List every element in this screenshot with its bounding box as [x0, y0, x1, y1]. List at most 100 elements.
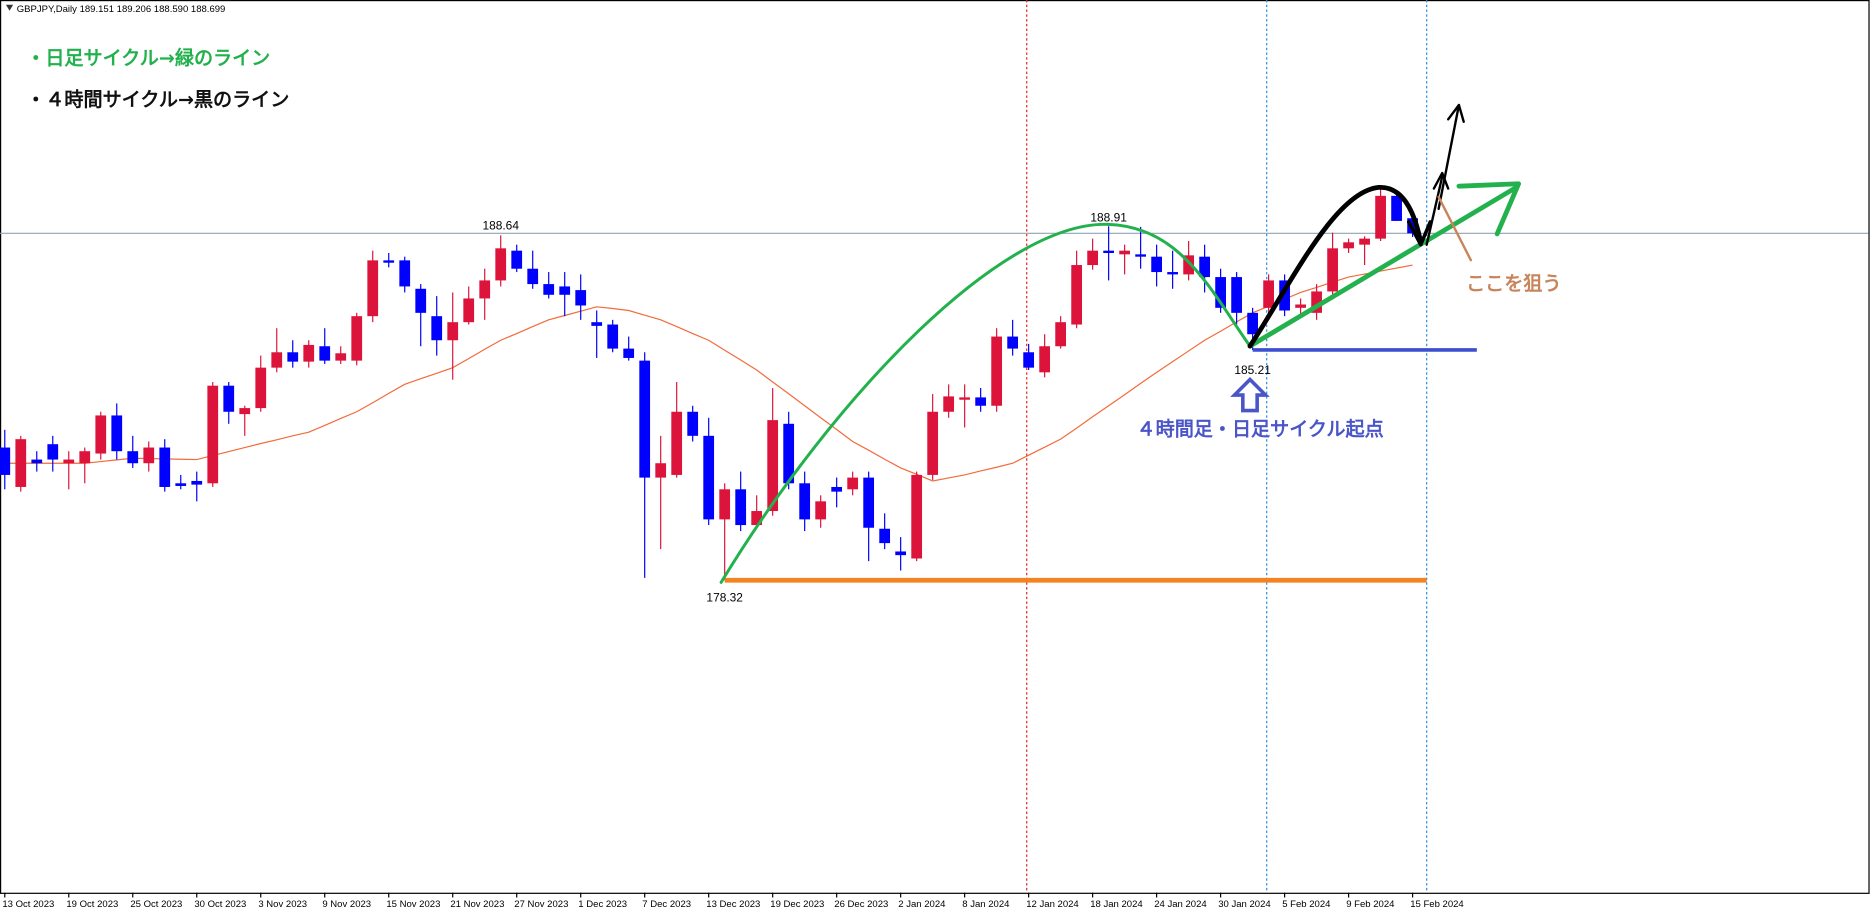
candle-body — [1199, 256, 1210, 278]
candle-body — [1391, 195, 1402, 221]
candle-body — [239, 408, 251, 415]
candle-body — [1215, 277, 1226, 308]
candle-body — [1007, 336, 1019, 349]
x-tick-label: 21 Nov 2023 — [450, 899, 504, 910]
x-tick-label: 27 Nov 2023 — [514, 899, 568, 910]
x-tick-label: 15 Nov 2023 — [386, 899, 440, 910]
x-tick-label: 3 Nov 2023 — [258, 899, 307, 910]
candle-body — [927, 411, 939, 475]
x-tick-label: 12 Jan 2024 — [1026, 899, 1079, 910]
annotation: ・日足サイクル→緑のライン — [26, 46, 270, 69]
x-tick-label: 25 Oct 2023 — [130, 899, 182, 910]
candle-body — [1039, 346, 1051, 373]
candle-body — [287, 352, 299, 362]
x-tick-label: 19 Dec 2023 — [770, 899, 824, 910]
candle-body — [591, 322, 603, 326]
h4-cycle-curve — [1247, 184, 1424, 349]
candle-body — [127, 451, 139, 464]
candle-body — [783, 423, 795, 484]
candle-body — [1055, 322, 1067, 347]
up-arrow-icon — [1230, 376, 1270, 413]
annotation: ・４時間サイクル→黒のライン — [26, 88, 289, 111]
x-tick-label: 9 Nov 2023 — [322, 899, 371, 910]
candle-body — [0, 447, 11, 475]
candle-body — [159, 447, 171, 487]
x-tick-label: 15 Feb 2024 — [1410, 899, 1464, 910]
candle-body — [1151, 256, 1163, 273]
candle-body — [1263, 280, 1274, 308]
candle-body — [1087, 250, 1099, 266]
x-tick-label: 24 Jan 2024 — [1154, 899, 1207, 910]
candle-body — [1327, 248, 1338, 292]
candle-body — [735, 489, 747, 526]
annotation: ここを狙う — [1466, 272, 1561, 295]
candle-body — [63, 459, 75, 464]
candle-body — [143, 447, 155, 464]
x-tick-label: 9 Feb 2024 — [1346, 899, 1395, 910]
candle-body — [1231, 277, 1242, 313]
candle-body — [863, 477, 875, 528]
arrow-head — [1456, 181, 1521, 237]
candle-body — [111, 415, 123, 452]
candle-body — [191, 480, 203, 485]
projection-arrow — [1437, 103, 1461, 211]
candle-body — [335, 353, 347, 361]
candle-body — [559, 286, 571, 295]
x-tick-label: 2 Jan 2024 — [898, 899, 946, 910]
x-tick-label: 13 Dec 2023 — [706, 899, 760, 910]
x-tick-label: 30 Jan 2024 — [1218, 899, 1271, 910]
drawings — [1026, 0, 1428, 893]
candle-body — [767, 420, 779, 512]
candle-body — [911, 474, 923, 559]
candle-body — [671, 411, 683, 475]
candle-body — [943, 396, 955, 412]
candle-body — [383, 260, 395, 263]
candle-body — [415, 288, 427, 313]
chart-title: GBPJPY,Daily 189.151 189.206 188.590 188… — [17, 4, 226, 15]
x-tick-label: 18 Jan 2024 — [1090, 899, 1143, 910]
candle-body — [1183, 255, 1194, 275]
daily-cycle-curve — [719, 222, 1252, 584]
candle-body — [847, 477, 859, 490]
x-tick-label: 13 Oct 2023 — [2, 899, 54, 910]
candle-body — [271, 352, 283, 368]
candle-body — [991, 336, 1003, 406]
price-label: 178.32 — [706, 591, 743, 605]
candle-body — [31, 459, 43, 464]
candle-body — [495, 248, 507, 281]
candle-body — [255, 367, 267, 409]
moving-average — [4, 264, 1413, 482]
price-label: 185.21 — [1234, 363, 1271, 377]
price-label: 188.64 — [482, 218, 519, 232]
candle-body — [79, 451, 91, 464]
candle-body — [1103, 250, 1115, 254]
candle-body — [543, 284, 555, 295]
candle-body — [511, 250, 523, 269]
drawings — [719, 103, 1521, 584]
candle-body — [1135, 254, 1147, 257]
candle-body — [303, 344, 315, 362]
candle-body — [655, 463, 667, 478]
target-line — [1437, 195, 1473, 262]
candle-body — [1071, 265, 1083, 325]
candle-body — [831, 486, 843, 492]
x-tick-label: 30 Oct 2023 — [194, 899, 246, 910]
candle-body — [319, 346, 331, 361]
candle-body — [463, 298, 475, 323]
candle-body — [15, 439, 27, 487]
candle-body — [1359, 238, 1370, 245]
candle-body — [447, 322, 459, 341]
candle-body — [1343, 242, 1354, 249]
candle-body — [207, 385, 219, 484]
candle-body — [751, 511, 763, 526]
price-label: 188.91 — [1090, 210, 1127, 224]
candle-body — [1279, 280, 1290, 311]
candle-body — [1023, 352, 1035, 368]
candle-body — [1247, 312, 1258, 335]
x-tick-label: 5 Feb 2024 — [1282, 899, 1331, 910]
candle-body — [799, 483, 811, 520]
candle-body — [351, 316, 363, 361]
projection-arrow — [1425, 175, 1444, 246]
candle-body — [687, 411, 699, 436]
